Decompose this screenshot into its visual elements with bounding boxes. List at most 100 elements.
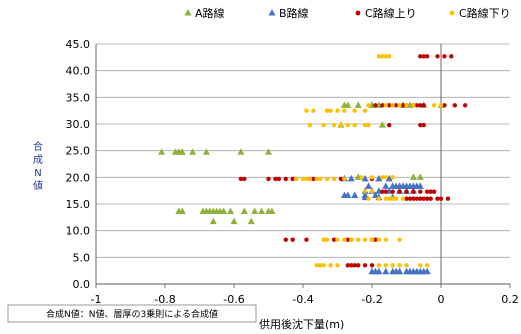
data-point — [375, 174, 383, 182]
data-point — [351, 191, 359, 198]
data-point — [331, 122, 337, 128]
legend-label: C路線上り — [365, 6, 417, 20]
x-tick-label: 0.2 — [501, 293, 519, 306]
data-point — [383, 196, 388, 201]
data-point — [227, 207, 235, 214]
y-axis-title: 合成 N 値 — [33, 140, 43, 192]
series-4 — [293, 54, 444, 268]
data-point — [452, 103, 457, 108]
data-point — [421, 122, 426, 128]
data-point — [383, 103, 388, 108]
data-point — [411, 196, 416, 201]
data-point — [290, 237, 295, 242]
grid-lines — [96, 43, 510, 285]
data-point — [311, 108, 316, 113]
data-point — [318, 176, 323, 182]
data-point — [387, 54, 392, 59]
data-point — [431, 103, 437, 108]
data-point — [438, 103, 444, 108]
y-tick-label: 10.0 — [66, 225, 91, 238]
data-point — [290, 176, 295, 182]
data-point — [362, 108, 368, 113]
y-axis-title-char: 値 — [33, 179, 43, 192]
y-tick-label: 5.0 — [73, 251, 91, 264]
data-point — [362, 263, 368, 268]
data-point — [421, 103, 426, 108]
data-point — [258, 207, 266, 214]
y-tick-label: 15.0 — [66, 198, 91, 211]
data-point — [404, 103, 409, 108]
data-point — [385, 174, 393, 182]
data-point — [220, 207, 228, 214]
data-point — [311, 176, 316, 182]
data-point — [338, 122, 344, 128]
data-point — [373, 237, 378, 242]
data-point — [237, 148, 245, 155]
data-point — [397, 237, 402, 242]
data-point — [400, 103, 406, 108]
data-point — [307, 122, 313, 128]
data-point — [376, 196, 382, 201]
legend-marker — [449, 10, 455, 16]
data-point — [438, 196, 444, 201]
data-point — [362, 122, 368, 128]
data-point — [304, 237, 309, 242]
data-point — [375, 267, 383, 275]
data-point — [383, 237, 388, 242]
legend-marker — [268, 9, 276, 16]
data-point — [304, 108, 309, 113]
data-point — [344, 191, 352, 198]
data-point — [418, 263, 423, 268]
data-point — [390, 263, 395, 268]
y-axis-title-text: 合成 N 値 — [33, 140, 43, 192]
legend: A路線 B路線 C路線上り C路線下り — [184, 6, 511, 20]
data-point — [369, 175, 375, 180]
data-point — [382, 267, 390, 275]
data-point — [397, 263, 402, 268]
data-point — [462, 103, 468, 108]
data-point — [378, 121, 386, 128]
data-point — [373, 103, 378, 108]
data-point — [442, 54, 447, 59]
x-tick-label: 0 — [438, 293, 445, 306]
data-point — [328, 108, 333, 113]
data-point — [251, 207, 259, 214]
data-point — [414, 103, 420, 108]
data-point — [365, 182, 373, 189]
y-tick-label: 40.0 — [66, 65, 91, 78]
x-tick-label: -0.4 — [292, 293, 313, 306]
data-point — [209, 217, 217, 225]
data-point — [383, 175, 388, 180]
y-tick-label: 35.0 — [66, 91, 91, 104]
data-point — [324, 176, 330, 182]
data-point — [407, 196, 413, 201]
data-point — [425, 263, 430, 268]
series-3 — [238, 54, 468, 268]
data-point — [418, 189, 423, 194]
y-axis-title-char: 成 — [33, 154, 43, 166]
data-point — [276, 176, 282, 182]
data-point — [300, 176, 306, 182]
data-point — [390, 175, 395, 180]
data-point — [335, 108, 340, 113]
data-point — [266, 176, 271, 182]
data-point — [369, 189, 375, 194]
data-point — [425, 196, 430, 201]
note-box-frame — [7, 304, 257, 323]
x-tick-label: -1 — [91, 293, 102, 306]
data-point — [380, 189, 385, 194]
data-point — [397, 103, 402, 108]
data-point — [324, 237, 330, 242]
data-point — [376, 54, 382, 59]
data-point — [265, 148, 272, 155]
data-point — [342, 108, 347, 113]
data-point — [383, 189, 388, 194]
data-point — [414, 196, 420, 201]
data-point — [247, 217, 255, 225]
data-point — [331, 176, 337, 182]
data-point — [314, 263, 319, 268]
data-point — [445, 196, 451, 201]
data-point — [321, 237, 326, 242]
data-point — [416, 182, 424, 189]
